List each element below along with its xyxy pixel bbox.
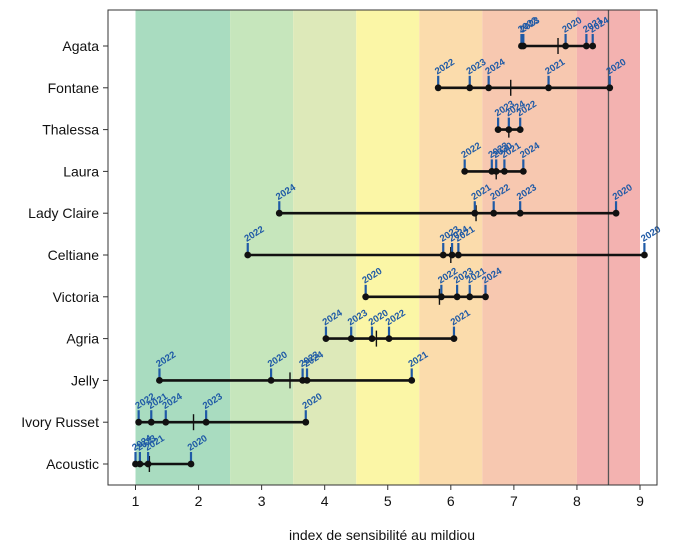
data-point — [162, 418, 170, 426]
category-label: Fontane — [48, 80, 100, 96]
data-point — [519, 168, 527, 175]
data-point — [461, 168, 469, 175]
data-point — [136, 460, 144, 468]
category-label: Laura — [63, 163, 99, 179]
data-point — [439, 251, 447, 259]
x-tick-label: 4 — [321, 493, 329, 509]
data-point — [482, 293, 489, 301]
data-point — [501, 168, 508, 175]
x-tick-label: 8 — [573, 493, 581, 509]
data-point — [408, 377, 416, 384]
data-point — [516, 126, 524, 133]
data-point — [516, 209, 524, 217]
x-tick-label: 1 — [132, 493, 140, 509]
category-label: Agata — [62, 38, 99, 54]
data-point — [494, 126, 502, 133]
data-point — [454, 251, 462, 259]
data-point — [453, 293, 461, 301]
data-point — [347, 335, 355, 342]
sensitivity-bands — [135, 10, 640, 485]
x-tick-label: 9 — [636, 493, 644, 509]
data-point — [362, 293, 370, 301]
data-point — [187, 460, 195, 468]
data-point — [589, 42, 597, 50]
sensitivity-band — [356, 10, 420, 485]
plot-frame — [107, 9, 658, 486]
data-point — [244, 251, 252, 259]
data-point — [466, 84, 474, 92]
data-point — [519, 42, 527, 50]
data-point — [267, 377, 275, 384]
data-point — [485, 84, 493, 92]
plot-border — [107, 9, 658, 486]
data-point — [144, 460, 152, 468]
x-tick-label: 3 — [258, 493, 266, 509]
data-point — [368, 335, 376, 342]
category-label: Agria — [66, 331, 99, 347]
data-point — [606, 84, 614, 92]
data-point — [385, 335, 393, 342]
data-point — [505, 126, 513, 133]
data-point — [492, 168, 500, 175]
sensitivity-band — [135, 10, 231, 485]
year-label: 2020 — [639, 224, 663, 245]
category-label: Acoustic — [46, 456, 99, 472]
data-point — [275, 209, 283, 217]
data-point — [450, 335, 458, 342]
data-point — [641, 251, 648, 259]
category-label: Celtiane — [48, 247, 100, 263]
data-point — [302, 418, 310, 426]
data-point — [135, 418, 143, 426]
sensitivity-band — [230, 10, 294, 485]
data-point — [434, 84, 442, 92]
category-label: Jelly — [71, 372, 99, 388]
data-point — [562, 42, 569, 50]
x-tick-label: 2 — [195, 493, 203, 509]
category-label: Lady Claire — [28, 205, 99, 221]
data-point — [448, 251, 456, 259]
x-axis-title: index de sensibilité au mildiou — [289, 527, 475, 543]
category-label: Ivory Russet — [21, 414, 99, 430]
data-point — [437, 293, 445, 301]
sensitivity-band — [482, 10, 577, 485]
data-point — [147, 418, 155, 426]
data-point — [582, 42, 590, 50]
data-point — [471, 209, 479, 217]
x-tick-label: 7 — [510, 493, 518, 509]
category-label: Victoria — [53, 289, 100, 305]
x-axis: 1 2 3 4 5 6 7 8 9 — [132, 485, 644, 509]
category-label: Thalessa — [42, 122, 99, 138]
data-point — [612, 209, 620, 217]
x-tick-label: 5 — [384, 493, 392, 509]
data-point — [156, 377, 163, 384]
data-point — [545, 84, 552, 92]
data-point — [322, 335, 330, 342]
data-point — [490, 209, 498, 217]
data-point — [303, 377, 311, 384]
category-labels: Agata Fontane Thalessa Laura Lady Claire Celt… — [21, 38, 108, 472]
x-tick-label: 6 — [447, 493, 455, 509]
data-point — [466, 293, 474, 301]
data-point — [202, 418, 210, 426]
sensitivity-band — [293, 10, 357, 485]
